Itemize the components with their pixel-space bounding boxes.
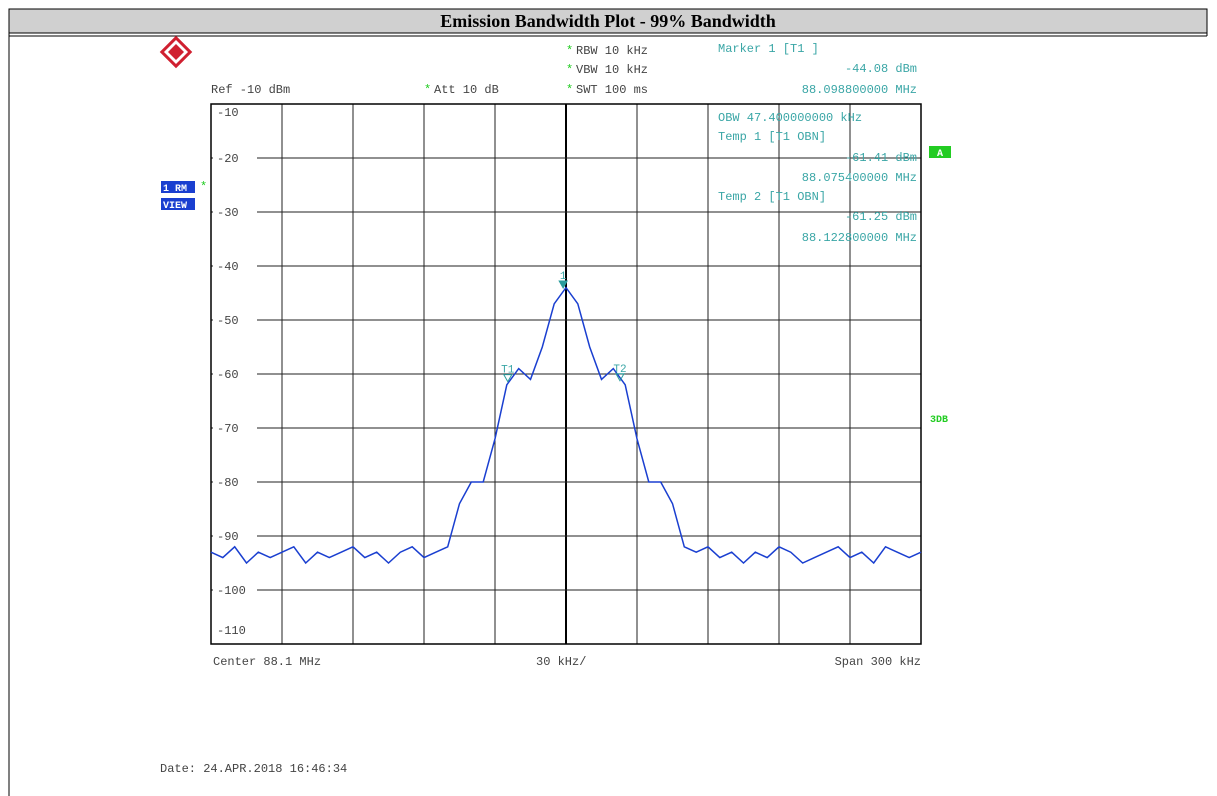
logo xyxy=(159,35,193,69)
tick-label-bg xyxy=(213,368,257,380)
ref-level: Ref -10 dBm xyxy=(211,83,290,97)
y-tick-label: -30 xyxy=(217,206,239,220)
marker-label: 1 xyxy=(560,271,567,283)
y-tick-label: -90 xyxy=(217,530,239,544)
flag: * xyxy=(566,63,573,77)
y-tick-label: -50 xyxy=(217,314,239,328)
obw-readout: -61.25 dBm xyxy=(845,210,917,224)
obw-readout: OBW 47.400000000 kHz xyxy=(718,111,862,125)
tick-label-bg xyxy=(213,260,257,272)
y-tick-label: -70 xyxy=(217,422,239,436)
flag: * xyxy=(200,180,207,194)
flag: * xyxy=(424,83,431,97)
tick-label-bg xyxy=(213,584,257,596)
plot-frame xyxy=(210,103,922,645)
obw-readout: Temp 1 [T1 OBN] xyxy=(718,130,826,144)
rbw: RBW 10 kHz xyxy=(576,44,648,58)
db-label: 3DB xyxy=(930,415,948,426)
marker-readout: 88.098800000 MHz xyxy=(802,83,917,97)
vbw: VBW 10 kHz xyxy=(576,63,648,77)
marker-label: T1 xyxy=(501,365,515,377)
page-title: Emission Bandwidth Plot - 99% Bandwidth xyxy=(440,11,776,31)
attenuation: Att 10 dB xyxy=(434,83,499,97)
title-bar xyxy=(8,8,1208,34)
flag: * xyxy=(566,44,573,58)
y-tick-label: -10 xyxy=(217,106,239,120)
view-label: VIEW xyxy=(163,201,187,212)
y-tick-label: -20 xyxy=(217,152,239,166)
tick-label-bg xyxy=(213,530,257,542)
flag: * xyxy=(566,83,573,97)
span-label: Span 300 kHz xyxy=(835,655,921,669)
tick-label-bg xyxy=(213,476,257,488)
marker xyxy=(558,280,569,290)
obw-readout: 88.122800000 MHz xyxy=(802,231,917,245)
trace-label: 1 RM xyxy=(163,184,187,195)
y-tick-label: -100 xyxy=(217,584,246,598)
marker xyxy=(615,373,625,382)
tick-label-bg xyxy=(213,152,257,164)
tick-label-bg xyxy=(213,206,257,218)
tick-label-bg xyxy=(213,314,257,326)
date: Date: 24.APR.2018 16:46:34 xyxy=(160,762,347,776)
a-label: A xyxy=(937,149,943,160)
marker-readout: Marker 1 [T1 ] xyxy=(718,42,819,56)
trace-badge xyxy=(161,181,195,193)
marker-label: T2 xyxy=(613,364,626,376)
y-tick-label: -60 xyxy=(217,368,239,382)
obw-readout: Temp 2 [T1 OBN] xyxy=(718,190,826,204)
obw-readout: -61.41 dBm xyxy=(845,151,917,165)
tick-label-bg xyxy=(213,422,257,434)
obw-readout: 88.075400000 MHz xyxy=(802,171,917,185)
y-tick-label: -110 xyxy=(217,624,246,638)
trace xyxy=(210,286,922,565)
y-tick-label: -40 xyxy=(217,260,239,274)
a-badge xyxy=(929,146,951,158)
center-freq: Center 88.1 MHz xyxy=(213,655,321,669)
view-badge xyxy=(161,198,195,210)
swt: SWT 100 ms xyxy=(576,83,648,97)
div-label: 30 kHz/ xyxy=(536,655,586,669)
marker xyxy=(502,374,513,383)
marker-readout: -44.08 dBm xyxy=(845,62,917,76)
y-tick-label: -80 xyxy=(217,476,239,490)
